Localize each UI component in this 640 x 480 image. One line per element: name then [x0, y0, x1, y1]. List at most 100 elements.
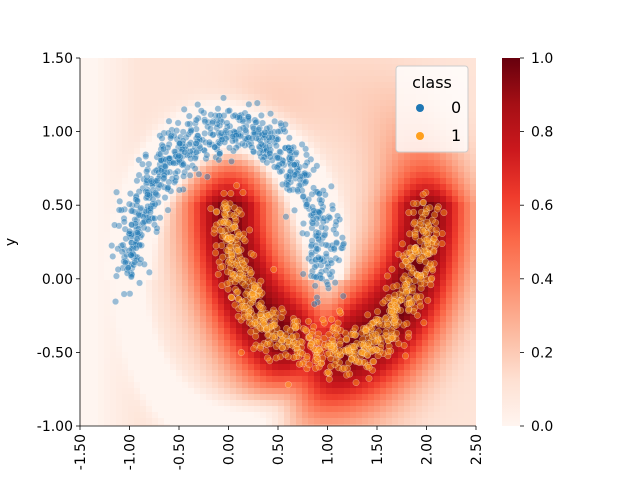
point-class-0: [164, 129, 172, 137]
heatmap-cell: [302, 406, 309, 413]
heatmap-cell: [176, 154, 183, 161]
heatmap-cell: [206, 400, 213, 407]
heatmap-cell: [212, 394, 219, 401]
heatmap-cell: [368, 244, 375, 251]
heatmap-cell: [440, 214, 447, 221]
heatmap-cell: [320, 262, 327, 269]
heatmap-cell: [338, 256, 345, 263]
heatmap-cell: [116, 214, 123, 221]
heatmap-cell: [386, 340, 393, 347]
heatmap-cell: [260, 88, 267, 95]
heatmap-cell: [290, 274, 297, 281]
heatmap-cell: [260, 136, 267, 143]
heatmap-cell: [368, 160, 375, 167]
heatmap-cell: [446, 232, 453, 239]
heatmap-cell: [314, 322, 321, 329]
heatmap-cell: [278, 298, 285, 305]
heatmap-cell: [410, 310, 417, 317]
point-class-0: [192, 116, 200, 124]
heatmap-cell: [158, 310, 165, 317]
heatmap-cell: [164, 226, 171, 233]
heatmap-cell: [284, 394, 291, 401]
heatmap-cell: [98, 316, 105, 323]
heatmap-cell: [278, 364, 285, 371]
heatmap-cell: [320, 388, 327, 395]
heatmap-cell: [104, 334, 111, 341]
heatmap-cell: [446, 304, 453, 311]
heatmap-cell: [92, 388, 99, 395]
heatmap-cell: [230, 382, 237, 389]
heatmap-cell: [344, 286, 351, 293]
heatmap-cell: [236, 100, 243, 107]
heatmap-cell: [302, 352, 309, 359]
point-class-0: [315, 208, 323, 216]
heatmap-cell: [170, 106, 177, 113]
point-class-0: [160, 174, 168, 182]
heatmap-cell: [188, 166, 195, 173]
heatmap-cell: [188, 208, 195, 215]
heatmap-cell: [314, 190, 321, 197]
heatmap-cell: [284, 232, 291, 239]
point-class-0: [323, 253, 330, 261]
heatmap-cell: [182, 232, 189, 239]
heatmap-cell: [422, 160, 429, 167]
heatmap-cell: [140, 262, 147, 269]
heatmap-cell: [206, 292, 213, 299]
point-class-0: [321, 231, 328, 239]
heatmap-cell: [410, 340, 417, 347]
heatmap-cell: [260, 382, 267, 389]
heatmap-cell: [332, 106, 339, 113]
heatmap-cell: [422, 190, 429, 197]
heatmap-cell: [134, 58, 141, 65]
heatmap-cell: [200, 244, 207, 251]
heatmap-cell: [380, 220, 387, 227]
heatmap-cell: [218, 82, 225, 89]
heatmap-cell: [158, 208, 165, 215]
heatmap-cell: [338, 238, 345, 245]
heatmap-cell: [134, 298, 141, 305]
heatmap-cell: [212, 352, 219, 359]
heatmap-cell: [458, 202, 465, 209]
heatmap-cell: [236, 334, 243, 341]
heatmap-cell: [266, 94, 273, 101]
heatmap-cell: [206, 70, 213, 77]
heatmap-cell: [182, 94, 189, 101]
heatmap-cell: [164, 286, 171, 293]
heatmap-cell: [368, 406, 375, 413]
heatmap-cell: [356, 124, 363, 131]
heatmap-cell: [314, 196, 321, 203]
heatmap-cell: [392, 286, 399, 293]
heatmap-cell: [398, 178, 405, 185]
heatmap-cell: [104, 424, 111, 426]
heatmap-cell: [362, 118, 369, 125]
heatmap-cell: [278, 118, 285, 125]
heatmap-cell: [356, 316, 363, 323]
heatmap-cell: [314, 124, 321, 131]
heatmap-cell: [356, 382, 363, 389]
heatmap-cell: [260, 244, 267, 251]
heatmap-cell: [188, 148, 195, 155]
heatmap-cell: [458, 250, 465, 257]
heatmap-cell: [404, 214, 411, 221]
heatmap-cell: [104, 88, 111, 95]
heatmap-cell: [104, 364, 111, 371]
heatmap-cell: [188, 196, 195, 203]
point-class-0: [335, 256, 343, 264]
heatmap-cell: [260, 100, 267, 107]
heatmap-cell: [470, 268, 476, 275]
heatmap-cell: [464, 316, 471, 323]
heatmap-cell: [284, 82, 291, 89]
heatmap-cell: [296, 238, 303, 245]
heatmap-cell: [332, 88, 339, 95]
heatmap-cell: [140, 130, 147, 137]
point-class-0: [159, 145, 167, 153]
heatmap-cell: [278, 70, 285, 77]
heatmap-cell: [218, 256, 225, 263]
heatmap-cell: [368, 376, 375, 383]
heatmap-cell: [248, 118, 255, 125]
heatmap-cell: [458, 154, 465, 161]
plot-area: [80, 58, 476, 426]
heatmap-cell: [338, 418, 345, 425]
heatmap-cell: [326, 76, 333, 83]
heatmap-cell: [290, 214, 297, 221]
